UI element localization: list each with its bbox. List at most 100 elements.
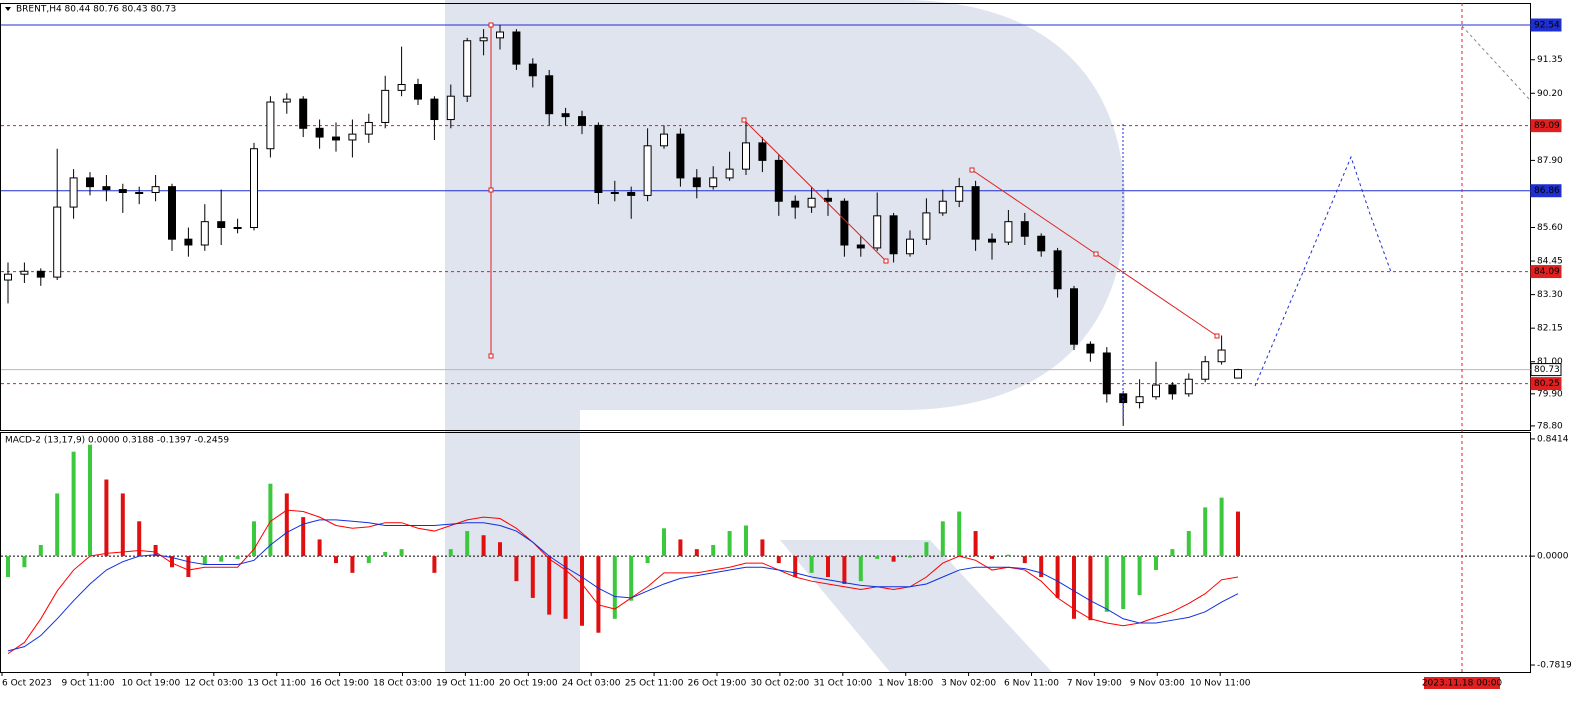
histogram-bar — [875, 556, 880, 559]
candle-body — [971, 186, 980, 240]
x-tick-label: 20 Oct 19:00 — [499, 679, 558, 689]
y-tick-label: 79.90 — [1537, 389, 1563, 399]
x-tick-label: 6 Oct 2023 — [2, 679, 52, 689]
y-tick-label: 82.15 — [1537, 324, 1563, 334]
candle-body — [1184, 378, 1193, 395]
x-tick-label: 12 Oct 03:00 — [184, 679, 243, 689]
candle-body — [807, 197, 816, 208]
x-tick-label: 3 Nov 02:00 — [941, 679, 996, 689]
histogram-bar — [1219, 497, 1224, 557]
x-tick-label: 7 Nov 19:00 — [1067, 679, 1122, 689]
candle-body — [1234, 369, 1242, 379]
candle-body — [381, 89, 390, 123]
histogram-bar — [645, 556, 650, 564]
candle-body — [610, 191, 619, 194]
candle-body — [1217, 349, 1226, 363]
x-tick-label: 13 Oct 11:00 — [247, 679, 306, 689]
candle-body — [955, 186, 964, 202]
watermark — [445, 0, 1125, 672]
candle-body — [840, 200, 849, 246]
histogram-bar — [940, 521, 945, 557]
anchor — [488, 353, 494, 359]
histogram-bar — [514, 556, 519, 582]
histogram-bar — [1170, 549, 1175, 557]
histogram-bar — [235, 556, 240, 559]
histogram-bar — [826, 556, 830, 578]
histogram-bar — [858, 556, 863, 582]
candle-body — [938, 200, 947, 214]
level-label-box — [1530, 184, 1562, 198]
y-tick-label: 81.00 — [1537, 357, 1563, 367]
x-tick-label: 26 Oct 19:00 — [688, 679, 747, 689]
candle-body — [774, 159, 783, 202]
histogram-bar — [580, 556, 584, 626]
histogram-bar — [1039, 556, 1044, 578]
macd-line — [7, 509, 1239, 655]
candle-body — [709, 177, 718, 188]
candle-body — [20, 270, 29, 275]
histogram-bar — [1006, 554, 1011, 557]
candle-body — [873, 215, 882, 249]
candle-body — [364, 121, 373, 135]
x-tick-label: 10 Oct 19:00 — [122, 679, 181, 689]
histogram-bar — [629, 556, 634, 601]
x-tick-label: 25 Oct 11:00 — [625, 679, 684, 689]
histogram-bar — [366, 556, 371, 564]
macd-title: MACD-2 (13,17,9) 0.0000 0.3188 -0.1397 -… — [5, 436, 229, 446]
candle-body — [479, 37, 488, 42]
histogram-bar — [301, 517, 306, 557]
candle-body — [496, 31, 504, 39]
menu-icon[interactable] — [5, 7, 11, 11]
y-tick-label: 0.8414 — [1537, 434, 1569, 444]
histogram-bar — [498, 542, 502, 557]
candle-body — [742, 142, 750, 170]
histogram-bar — [1137, 556, 1142, 596]
y-tick-label: 0.0000 — [1537, 552, 1569, 562]
histogram-bar — [990, 556, 994, 559]
histogram-bar — [1236, 511, 1240, 557]
level-label-box — [1530, 265, 1562, 279]
candle-body — [1168, 384, 1177, 395]
histogram-bar — [662, 528, 666, 557]
histogram-bar — [612, 556, 617, 619]
level-label-box — [1530, 377, 1562, 391]
histogram-bar — [1104, 556, 1109, 612]
y-tick-label: 85.60 — [1537, 223, 1563, 233]
candle-body — [266, 101, 275, 150]
histogram-bar — [465, 531, 470, 557]
candle-body — [856, 244, 865, 249]
candle-body — [430, 98, 439, 121]
histogram-bar — [809, 556, 814, 573]
candle-body — [758, 142, 767, 161]
candle-body — [118, 189, 127, 193]
watermark-stem — [445, 0, 580, 672]
anchor — [488, 187, 494, 193]
candle-body — [1004, 221, 1013, 243]
macd-line — [7, 519, 1239, 652]
candle-body — [36, 270, 45, 278]
level-label-box — [1530, 18, 1562, 32]
histogram-bar — [530, 556, 535, 598]
histogram-bar — [891, 556, 896, 562]
candle-body — [135, 191, 144, 194]
histogram-bar — [547, 556, 552, 615]
candle-body — [348, 133, 357, 141]
histogram-bar — [1088, 556, 1093, 621]
anchor — [488, 22, 494, 28]
histogram-bar — [55, 493, 60, 557]
x-tick-label: 18 Oct 03:00 — [373, 679, 432, 689]
histogram-bar — [88, 444, 92, 557]
candle-body — [988, 238, 996, 243]
histogram-bar — [104, 479, 109, 557]
candle-body — [53, 206, 62, 278]
candle-body — [906, 238, 914, 255]
histogram-bar — [170, 556, 174, 568]
histogram-bar — [334, 556, 338, 564]
candle-body — [692, 177, 701, 188]
candle-body — [578, 116, 586, 126]
anchor — [1214, 333, 1220, 339]
level-label: 80.25 — [1534, 379, 1560, 389]
drawings — [488, 3, 1531, 672]
y-tick-label: 83.30 — [1537, 290, 1563, 300]
